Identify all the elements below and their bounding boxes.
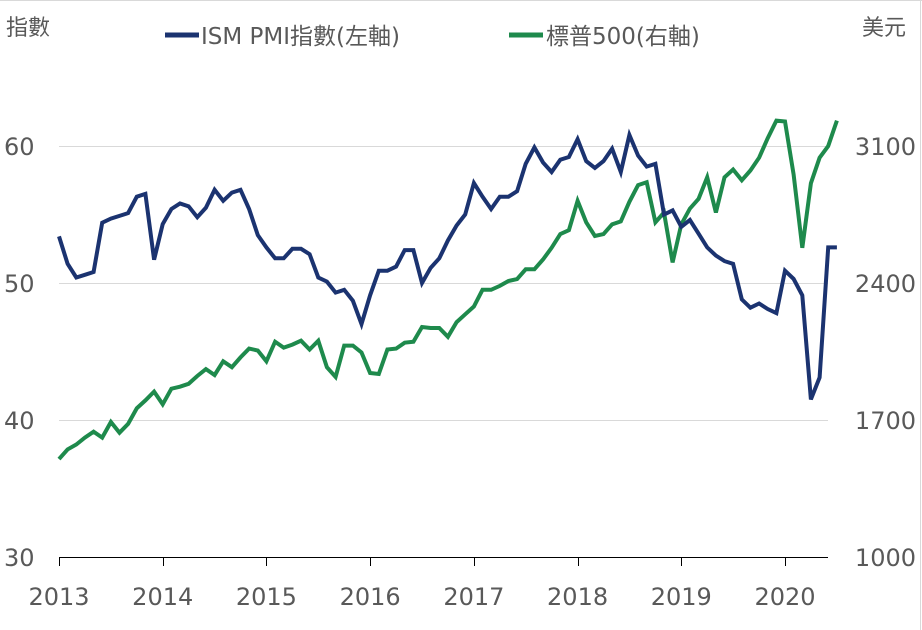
legend-item-pmi[interactable]: ISM PMI指數(左軸) xyxy=(165,24,400,50)
left-tick-label: 40 xyxy=(4,407,35,435)
left-axis-ticks: 30 40 50 60 xyxy=(4,133,35,572)
right-tick-label: 1000 xyxy=(855,544,916,572)
series-layer xyxy=(57,118,839,461)
right-tick-label: 1700 xyxy=(855,407,916,435)
x-tick-label: 2019 xyxy=(651,583,712,611)
right-axis-ticks: 1000 1700 2400 3100 xyxy=(855,133,916,572)
legend: ISM PMI指數(左軸) 標普500(右軸) xyxy=(165,24,700,50)
right-tick-label: 3100 xyxy=(855,133,916,161)
left-tick-label: 30 xyxy=(4,544,35,572)
legend-label-pmi: ISM PMI指數(左軸) xyxy=(201,24,400,50)
x-tick-label: 2016 xyxy=(340,583,401,611)
legend-label-spx: 標普500(右軸) xyxy=(546,24,700,50)
left-axis-title: 指數 xyxy=(6,16,50,41)
left-tick-label: 50 xyxy=(4,270,35,298)
pmi-series-line xyxy=(57,128,837,401)
x-axis: 2013 2014 2015 2016 2017 2018 2019 2020 xyxy=(28,557,828,611)
gridlines xyxy=(59,146,828,421)
left-tick-label: 60 xyxy=(4,133,35,161)
x-tick-label: 2020 xyxy=(754,583,815,611)
legend-item-spx[interactable]: 標普500(右軸) xyxy=(509,24,700,50)
spx-series-line xyxy=(57,118,839,461)
x-tick-label: 2018 xyxy=(547,583,608,611)
right-axis-title: 美元 xyxy=(862,16,906,41)
x-tick-label: 2015 xyxy=(236,583,297,611)
right-tick-label: 2400 xyxy=(855,270,916,298)
x-tick-label: 2017 xyxy=(443,583,504,611)
x-tick-label: 2013 xyxy=(28,583,89,611)
x-tick-label: 2014 xyxy=(132,583,193,611)
